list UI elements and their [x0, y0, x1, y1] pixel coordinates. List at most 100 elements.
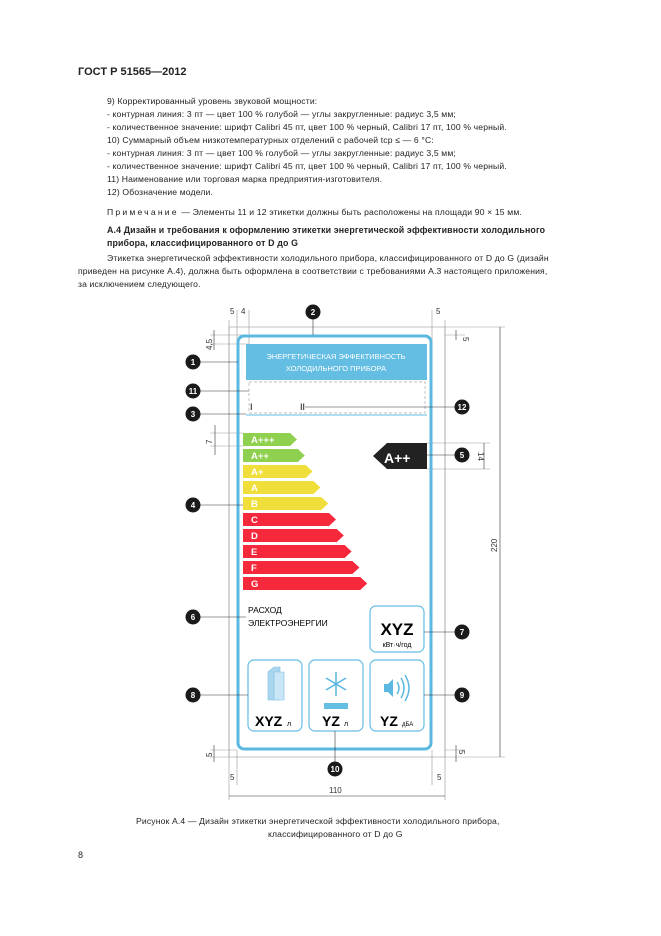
callout-marker: [454, 399, 470, 415]
paragraph-line: за исключением следующего.: [78, 279, 201, 289]
callout-number: 10: [331, 765, 340, 774]
energy-class-arrow: [243, 529, 344, 542]
callout-number: 2: [311, 308, 316, 317]
callout-leaders: [193, 312, 462, 769]
energy-class-arrow: [243, 481, 321, 494]
callout-marker: [185, 497, 201, 513]
noise-unit: дБА: [402, 722, 413, 728]
energy-class-label: C: [251, 515, 258, 526]
callout-marker: [305, 304, 321, 320]
freezer-volume-unit: л: [344, 721, 348, 728]
energy-class-arrow: [243, 545, 352, 558]
callout-marker: [185, 406, 201, 422]
body-line: - количественное значение: шрифт Calibri…: [107, 161, 507, 171]
dim-5: 5: [205, 752, 214, 757]
label-title: ЭНЕРГЕТИЧЕСКАЯ ЭФФЕКТИВНОСТЬ: [266, 352, 405, 361]
fresh-volume-box: [247, 659, 303, 732]
consumption-value: XYZ: [380, 620, 413, 639]
energy-class-label: B: [251, 499, 258, 510]
fresh-volume-unit: л: [287, 721, 291, 728]
dim-4: 4: [241, 307, 246, 316]
dimension-lines: [210, 310, 505, 800]
noise-box: [369, 659, 425, 732]
speaker-icon: [384, 674, 410, 702]
label-title: ХОЛОДИЛЬНОГО ПРИБОРА: [286, 364, 386, 373]
callout-number: 6: [191, 613, 196, 622]
note-label: Примечание: [107, 207, 179, 217]
body-line: - контурная линия: 3 пт — цвет 100 % гол…: [107, 109, 456, 119]
dim-5: 5: [436, 307, 441, 316]
callout-number: 11: [189, 387, 198, 396]
callout-marker: [327, 761, 343, 777]
callout-number: 4: [191, 501, 196, 510]
callout-marker: [185, 354, 201, 370]
body-line: - количественное значение: шрифт Calibri…: [107, 122, 507, 132]
consumption-box: [369, 605, 425, 653]
dim-4-5: 4,5: [205, 338, 214, 350]
figure-caption: Рисунок А.4 — Дизайн этикетки энергетиче…: [136, 816, 500, 826]
energy-class-label: G: [251, 579, 258, 590]
paragraph-line: Этикетка энергетической эффективности хо…: [107, 253, 549, 263]
callout-number: 8: [191, 691, 196, 700]
dim-110: 110: [329, 786, 342, 795]
energy-class-label: A+: [251, 467, 264, 478]
callout-number: 5: [460, 451, 465, 460]
manufacturer-mark: I: [250, 402, 253, 412]
body-line: 11) Наименование или торговая марка пред…: [107, 174, 383, 184]
callout-marker: [185, 609, 201, 625]
energy-class-label: A++: [251, 451, 269, 462]
callout-number: 7: [460, 628, 465, 637]
callout-marker: [454, 447, 470, 463]
freezer-star-icon: [324, 703, 348, 709]
energy-class-label: E: [251, 547, 257, 558]
dim-14: 14: [476, 452, 485, 461]
indicator-class: A++: [384, 450, 410, 466]
energy-class-arrow: [243, 577, 368, 590]
section-heading: А.4 Дизайн и требования к оформлению эти…: [107, 225, 546, 235]
noise-value: YZ: [380, 713, 398, 729]
energy-class-label: F: [251, 563, 257, 574]
callout-number: 1: [191, 358, 196, 367]
callout-marker: [185, 383, 201, 399]
manufacturer-model-area: [248, 381, 426, 414]
energy-class-arrow: [243, 433, 297, 446]
freezer-volume-box: [308, 659, 364, 732]
figure-caption: классифицированного от D до G: [268, 829, 403, 839]
energy-class-label: D: [251, 531, 258, 542]
energy-class-arrow: [243, 449, 305, 462]
consumption-label: РАСХОД: [248, 605, 282, 615]
dim-220: 220: [490, 538, 499, 552]
callout-marker: [454, 687, 470, 703]
energy-class-label: A: [251, 483, 258, 494]
callout-marker: [185, 687, 201, 703]
snowflake-icon: [325, 672, 347, 696]
energy-class-arrow: [243, 497, 329, 510]
energy-class-label: A+++: [251, 435, 275, 446]
paragraph-line: приведен на рисунке А.4), должна быть оф…: [78, 266, 548, 276]
consumption-unit: кВт·ч/год: [383, 642, 412, 649]
freezer-volume-value: YZ: [322, 713, 340, 729]
dim-5: 5: [437, 773, 442, 782]
label-frame: [236, 334, 433, 751]
page-number: 8: [78, 850, 84, 860]
milk-carton-icon: [267, 666, 285, 701]
dim-5: 5: [457, 750, 466, 755]
callout-number: 12: [458, 403, 467, 412]
label-title-bar: [246, 344, 427, 380]
energy-class-arrow: [243, 513, 336, 526]
dim-5: 5: [461, 337, 470, 342]
callout-marker: [454, 624, 470, 640]
body-line: 10) Суммарный объем низкотемпературных о…: [107, 135, 434, 145]
callout-number: 3: [191, 410, 196, 419]
energy-class-arrow: [243, 561, 360, 574]
dim-5: 5: [230, 773, 235, 782]
dim-5: 5: [230, 307, 235, 316]
energy-class-arrow: [243, 465, 313, 478]
body-line: 9) Корректированный уровень звуковой мощ…: [107, 96, 318, 106]
section-heading: прибора, классифицированного от D до G: [107, 238, 299, 248]
body-line: - контурная линия: 3 пт — цвет 100 % гол…: [107, 148, 456, 158]
note: Примечание — Элементы 11 и 12 этикетки д…: [107, 207, 522, 217]
